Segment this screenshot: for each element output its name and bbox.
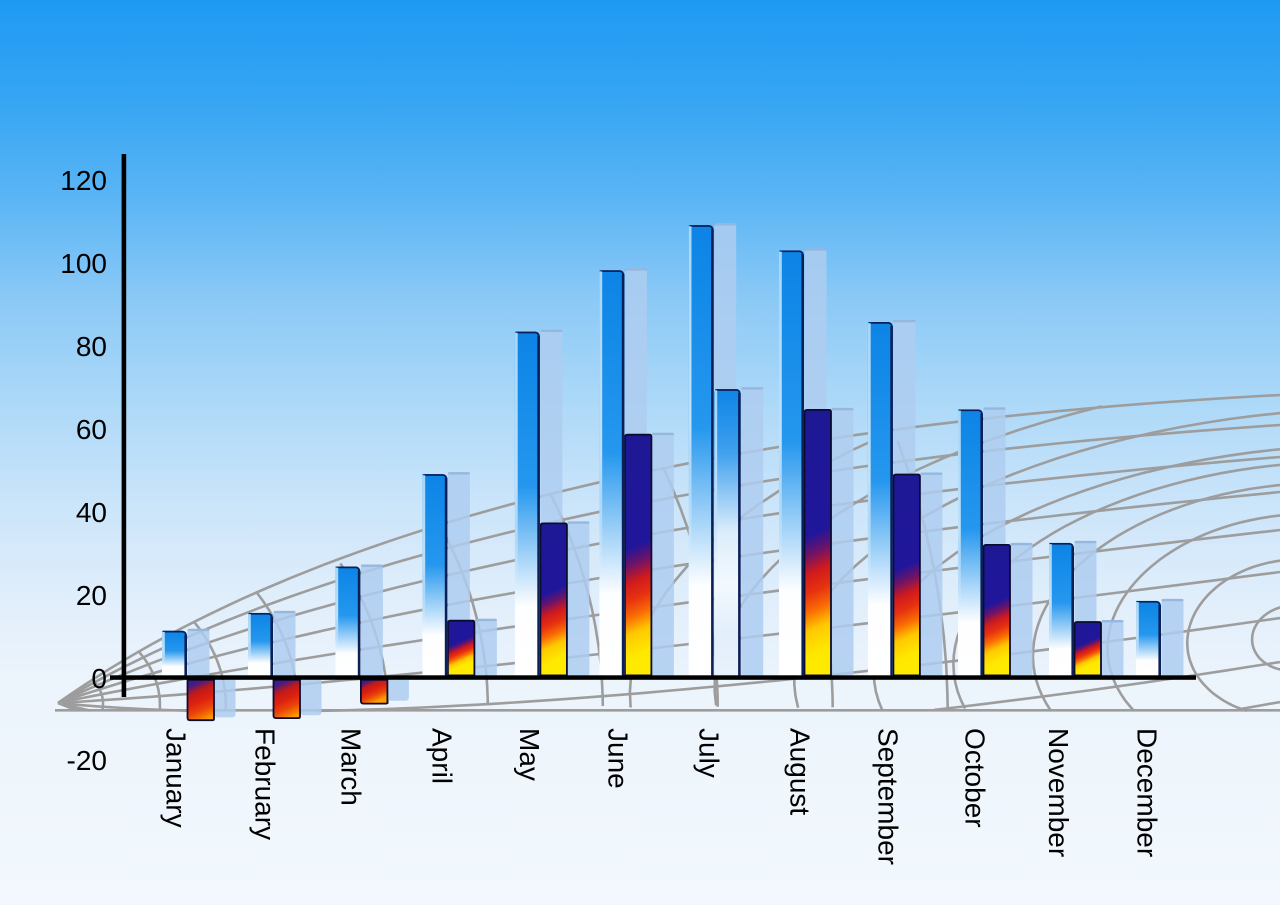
svg-text:November: November: [1043, 728, 1074, 857]
svg-text:June: June: [603, 728, 634, 789]
svg-text:0: 0: [91, 663, 107, 694]
svg-text:March: March: [336, 728, 367, 806]
svg-text:May: May: [514, 728, 545, 781]
svg-text:July: July: [693, 728, 724, 778]
svg-text:February: February: [250, 728, 281, 840]
svg-text:40: 40: [76, 497, 107, 528]
svg-text:-20: -20: [67, 745, 107, 776]
svg-text:60: 60: [76, 414, 107, 445]
svg-text:October: October: [959, 728, 990, 828]
svg-text:September: September: [873, 728, 904, 865]
svg-text:April: April: [427, 728, 458, 784]
svg-text:December: December: [1131, 728, 1162, 857]
svg-text:100: 100: [60, 248, 107, 279]
svg-text:January: January: [161, 728, 192, 828]
svg-text:20: 20: [76, 580, 107, 611]
svg-text:August: August: [785, 728, 816, 815]
svg-text:120: 120: [60, 165, 107, 196]
svg-text:80: 80: [76, 331, 107, 362]
